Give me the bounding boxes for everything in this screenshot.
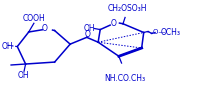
- Text: NH.CO.CH₃: NH.CO.CH₃: [104, 74, 146, 83]
- Text: O: O: [42, 24, 48, 33]
- Text: CH₂OSO₃H: CH₂OSO₃H: [107, 4, 147, 13]
- Text: OH: OH: [1, 42, 13, 51]
- Text: O: O: [84, 30, 90, 39]
- Text: COOH: COOH: [23, 14, 45, 23]
- Text: OCH₃: OCH₃: [161, 28, 181, 37]
- Text: OH: OH: [84, 24, 96, 33]
- Text: OH: OH: [18, 71, 29, 80]
- Text: —O—: —O—: [147, 29, 166, 35]
- Text: O: O: [110, 19, 116, 28]
